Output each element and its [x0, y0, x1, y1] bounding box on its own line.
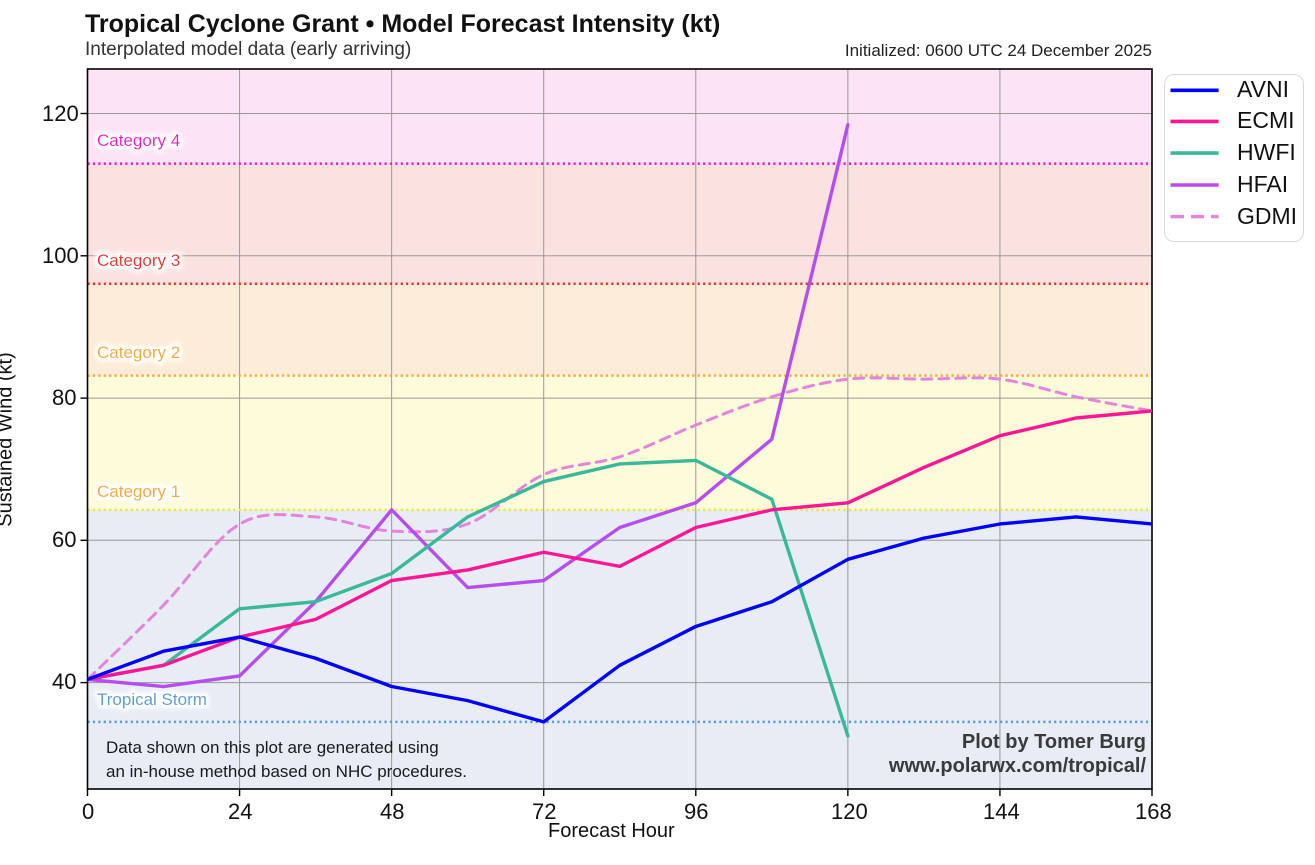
svg-text:Category 1: Category 1 [97, 482, 180, 501]
svg-text:ECMI: ECMI [1237, 107, 1295, 133]
svg-text:Category 3: Category 3 [97, 251, 180, 270]
svg-text:HWFI: HWFI [1237, 139, 1296, 165]
svg-text:Category 4: Category 4 [97, 131, 180, 150]
svg-text:Tropical Storm: Tropical Storm [97, 690, 207, 709]
svg-text:Category 2: Category 2 [97, 343, 180, 362]
svg-text:AVNI: AVNI [1237, 76, 1289, 102]
svg-text:GDMI: GDMI [1237, 203, 1297, 229]
svg-text:HFAI: HFAI [1237, 171, 1288, 197]
